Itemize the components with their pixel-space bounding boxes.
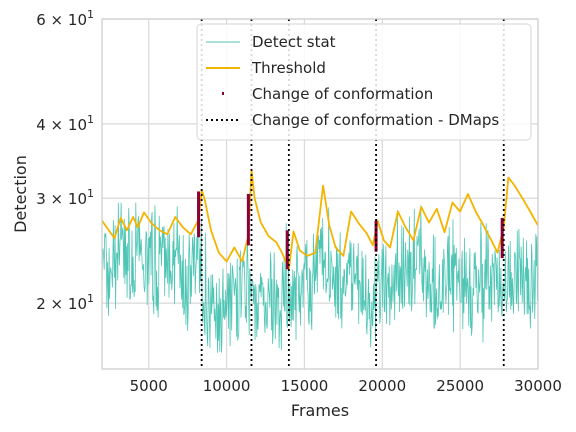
y-axis: 2 × 101 3 × 101 4 × 101 6 × 101 xyxy=(36,8,94,313)
legend-box xyxy=(196,23,532,141)
plot-frame xyxy=(101,18,539,370)
legend-label-change: Change of conformation xyxy=(252,85,433,103)
y-tick-label: 4 × 101 xyxy=(36,113,94,134)
legend-label-detect: Detect stat xyxy=(252,33,336,51)
x-axis: 5000 10000 15000 20000 25000 30000 xyxy=(130,377,562,395)
legend-label-threshold: Threshold xyxy=(251,59,326,77)
x-tick-label: 5000 xyxy=(130,377,168,395)
x-tick-label: 15000 xyxy=(281,377,329,395)
series-threshold xyxy=(102,168,538,271)
legend-label-dmaps: Change of conformation - DMaps xyxy=(252,111,499,129)
series-layer xyxy=(102,19,538,369)
y-axis-title: Detection xyxy=(11,155,30,233)
y-tick-label: 2 × 101 xyxy=(36,292,94,313)
x-tick-label: 30000 xyxy=(514,377,562,395)
y-tick-label: 6 × 101 xyxy=(36,8,94,29)
legend: Detect stat Threshold Change of conforma… xyxy=(196,23,532,141)
y-tick-label: 3 × 101 xyxy=(36,187,94,208)
x-tick-label: 20000 xyxy=(358,377,406,395)
series-detect-stat xyxy=(102,202,538,353)
legend-swatch-change xyxy=(222,92,224,95)
x-axis-title: Frames xyxy=(291,401,349,420)
plot-area xyxy=(102,19,538,369)
x-tick-label: 10000 xyxy=(203,377,251,395)
x-tick-label: 25000 xyxy=(436,377,484,395)
